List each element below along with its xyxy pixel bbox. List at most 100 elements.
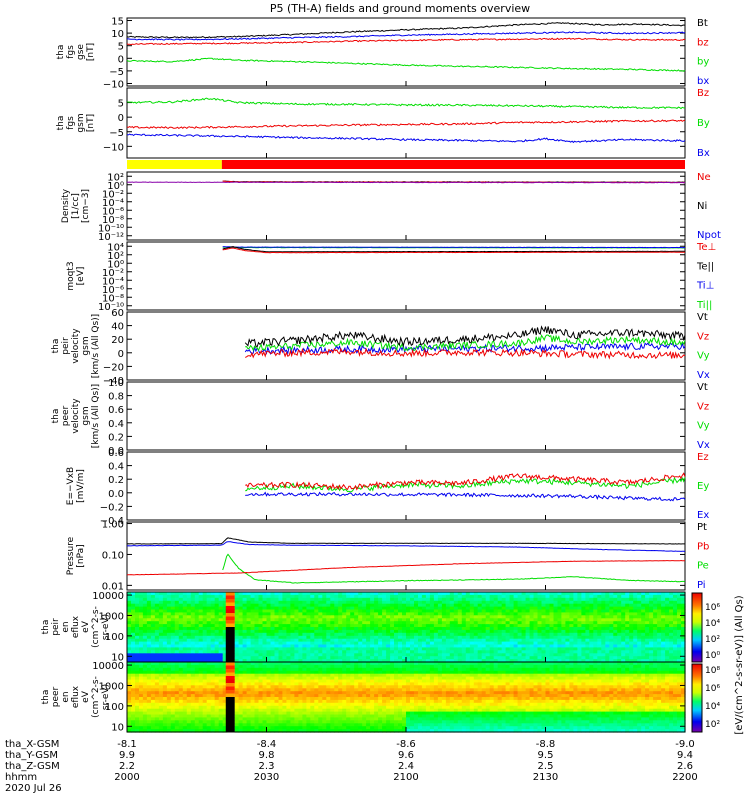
spectro-cell: [649, 612, 654, 616]
spectro-cell: [414, 638, 419, 643]
spectro-cell: [198, 624, 204, 628]
spectro-cell: [186, 612, 192, 616]
spectro-cell: [234, 627, 240, 631]
spectro-cell: [298, 676, 303, 681]
spectro-cell: [282, 685, 287, 689]
spectro-cell: [541, 606, 547, 611]
spectro-cell: [294, 603, 299, 608]
spectro-cell: [262, 694, 268, 698]
spectro-cell: [318, 664, 323, 669]
spectro-cell: [246, 682, 252, 686]
spectro-cell: [677, 618, 682, 622]
series-Vz: [245, 347, 686, 360]
spectro-cell: [421, 606, 427, 611]
spectro-cell: [242, 673, 248, 678]
spectro-cell: [326, 664, 331, 669]
spectro-cell: [182, 664, 188, 669]
spectro-cell: [561, 594, 566, 599]
spectro-cell: [270, 609, 276, 613]
spectro-cell: [258, 714, 264, 718]
spectro-cell: [206, 650, 212, 654]
spectro-cell: [469, 629, 475, 634]
spectro-cell: [142, 653, 148, 657]
spectro-cell: [194, 615, 200, 619]
spectro-cell: [174, 597, 180, 602]
spectro-cell: [222, 697, 228, 701]
spectro-cell: [350, 664, 355, 669]
spectro-cell: [402, 653, 407, 657]
spectro-cell: [290, 606, 295, 611]
spectro-cell: [418, 635, 423, 640]
spectro-cell: [150, 676, 156, 681]
spectro-cell: [382, 644, 387, 648]
spectro-cell: [589, 659, 594, 663]
spectro-cell: [194, 641, 200, 646]
spectro-cell: [641, 600, 646, 605]
spectro-cell: [342, 627, 347, 631]
spectro-cell: [609, 647, 614, 651]
spectro-gap-cell: [225, 602, 235, 607]
spectro-cell: [274, 632, 280, 637]
spectro-cell: [477, 615, 483, 619]
spectro-cell: [354, 650, 359, 654]
spectro-cell: [242, 632, 248, 637]
spectro-cell: [194, 679, 200, 683]
spectro-cell: [182, 641, 188, 646]
spectro-cell: [190, 600, 196, 605]
spectro-cell: [270, 694, 276, 698]
spectro-cell: [489, 629, 495, 634]
spectro-cell: [282, 708, 287, 713]
spectro-cell: [334, 629, 339, 634]
spectro-cell: [541, 597, 547, 602]
spectro-cell: [234, 647, 240, 651]
spectro-cell: [485, 644, 491, 648]
spectro-cell: [190, 664, 196, 669]
spectro-cell: [294, 729, 299, 733]
spectro-cell: [354, 714, 359, 718]
spectro-gap-cell: [225, 609, 235, 614]
spectro-cell: [190, 606, 196, 611]
spectro-cell: [390, 594, 395, 599]
spectro-cell: [158, 659, 164, 663]
spectro-cell: [234, 705, 240, 710]
spectro-cell: [318, 699, 323, 704]
spectro-cell: [449, 597, 455, 602]
spectro-cell: [218, 632, 224, 637]
spectro-cell: [298, 679, 303, 683]
spectro-cell: [529, 638, 535, 643]
spectro-cell: [453, 603, 459, 608]
spectro-cell: [274, 676, 280, 681]
spectro-cell: [254, 717, 260, 721]
spectro-cell: [665, 653, 670, 657]
spectro-cell: [441, 624, 447, 628]
spectro-cell: [131, 592, 136, 596]
spectro-cell: [262, 664, 268, 669]
spectro-cell: [437, 638, 443, 643]
spectro-cell: [497, 594, 503, 599]
spectro-cell: [378, 650, 383, 654]
spectro-cell: [150, 621, 156, 625]
spectro-cell: [270, 597, 276, 602]
spectro-cell: [206, 685, 212, 689]
spectro-cell: [549, 647, 555, 651]
spectro-cell: [218, 714, 224, 718]
spectro-cell: [135, 699, 140, 704]
spectro-cell: [154, 682, 160, 686]
spectro-cell: [170, 688, 176, 692]
ytick-label: 10⁻⁶: [102, 206, 124, 217]
spectro-cell: [139, 641, 144, 646]
spectro-cell: [258, 592, 264, 596]
spectro-cell: [402, 603, 407, 608]
spectro-cell: [278, 723, 284, 727]
ytick-label: 10⁰: [107, 181, 124, 192]
spectro-cell: [127, 676, 132, 681]
spectro-cell: [258, 694, 264, 698]
spectro-cell: [302, 606, 307, 611]
spectro-cell: [162, 653, 168, 657]
spectro-cell: [549, 624, 555, 628]
spectro-cell: [390, 612, 395, 616]
spectro-cell: [306, 615, 311, 619]
spectro-cell: [278, 667, 284, 672]
spectro-cell: [501, 621, 507, 625]
spectro-cell: [577, 650, 582, 654]
